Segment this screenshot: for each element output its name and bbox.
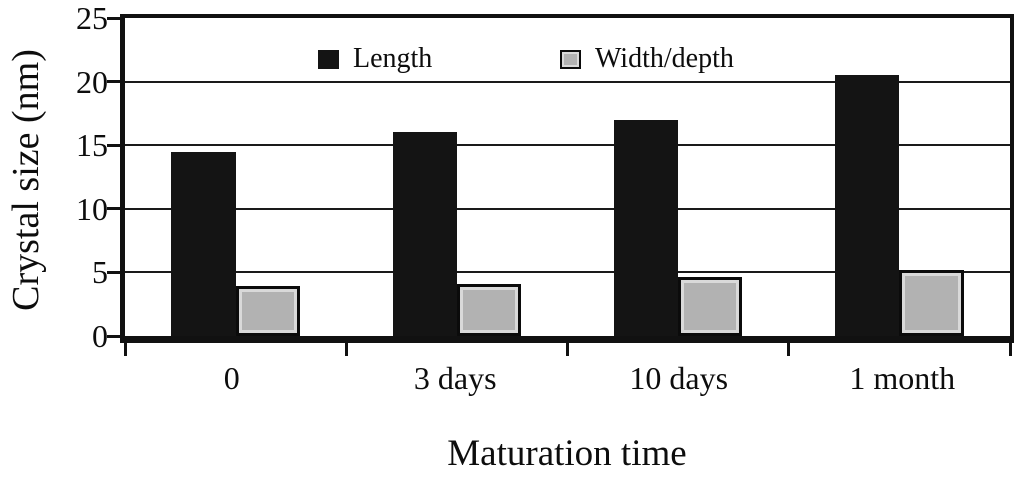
bar-groups xyxy=(125,18,1010,336)
gridline-5 xyxy=(125,271,1010,274)
x-tick-mark-0 xyxy=(123,343,127,356)
x-tick-label-0: 0 xyxy=(223,360,240,396)
legend-label-width-depth: Width/depth xyxy=(595,43,734,74)
y-tick-label-20: 20 xyxy=(76,63,108,100)
bar-group-10-days xyxy=(568,18,789,336)
plot-area: Length Width/depth xyxy=(107,14,1014,356)
y-tick-label-15: 15 xyxy=(76,127,108,164)
x-tick-label-10-days: 10 days xyxy=(629,360,729,396)
y-tick-mark-20 xyxy=(107,80,120,84)
y-tick-mark-15 xyxy=(107,143,120,147)
x-tick-mark-3 xyxy=(787,343,791,356)
x-tick-mark-1 xyxy=(344,343,348,356)
bar-length-2 xyxy=(613,120,679,336)
y-tick-label-5: 5 xyxy=(92,254,108,291)
gridline-10 xyxy=(125,207,1010,210)
bar-width-depth-3 xyxy=(899,270,964,336)
y-tick-mark-10 xyxy=(107,207,120,211)
x-tick-mark-4 xyxy=(1008,343,1012,356)
bar-width-depth-2 xyxy=(678,277,743,336)
y-axis-title: Crystal size (nm) xyxy=(5,49,47,311)
bar-width-depth-0 xyxy=(235,286,300,336)
x-tick-labels: 0 3 days 10 days 1 month xyxy=(120,361,1014,395)
x-axis-title: Maturation time xyxy=(447,433,687,474)
legend-swatch-length-icon xyxy=(318,49,339,69)
bar-length-1 xyxy=(392,132,457,336)
bar-group-1-month xyxy=(789,18,1010,336)
legend-item-width-depth: Width/depth xyxy=(560,45,734,73)
x-tick-label-1-month: 1 month xyxy=(849,360,956,396)
legend-item-length: Length xyxy=(318,45,432,73)
y-tick-mark-5 xyxy=(107,270,120,274)
x-tick-label-3-days: 3 days xyxy=(413,360,497,396)
y-tick-label-10: 10 xyxy=(76,190,108,227)
bar-length-3 xyxy=(835,75,900,336)
bar-group-0 xyxy=(125,18,346,336)
gridline-20 xyxy=(125,80,1010,83)
y-tick-mark-0 xyxy=(107,334,120,338)
y-tick-label-25: 25 xyxy=(76,0,108,36)
bar-group-3-days xyxy=(346,18,567,336)
gridline-15 xyxy=(125,144,1010,147)
legend-swatch-width-depth-icon xyxy=(560,49,581,69)
x-tick-mark-2 xyxy=(566,343,569,356)
legend-label-length: Length xyxy=(353,43,433,74)
bar-width-depth-1 xyxy=(456,284,522,336)
y-tick-mark-25 xyxy=(107,16,120,20)
bar-length-0 xyxy=(171,152,236,336)
y-tick-label-0: 0 xyxy=(92,318,108,354)
